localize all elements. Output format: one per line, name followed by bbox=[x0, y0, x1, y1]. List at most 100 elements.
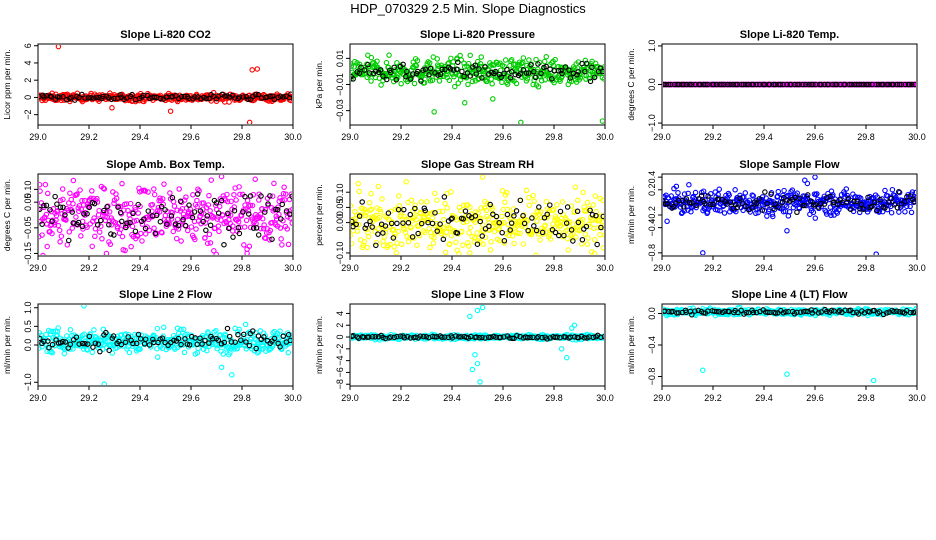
data-point-reference bbox=[261, 334, 267, 340]
data-point-reference bbox=[711, 308, 718, 314]
data-points bbox=[39, 175, 292, 255]
x-tick-label: 29.6 bbox=[806, 393, 824, 403]
data-point-reference bbox=[47, 207, 53, 213]
data-point bbox=[354, 228, 361, 234]
data-point bbox=[843, 186, 850, 192]
data-point-reference bbox=[561, 232, 567, 239]
data-point bbox=[277, 328, 283, 334]
data-point bbox=[523, 187, 530, 194]
data-point bbox=[422, 229, 428, 236]
x-tick-label: 29.2 bbox=[704, 393, 722, 403]
y-tick-label: −2 bbox=[23, 110, 33, 120]
data-point-reference bbox=[492, 68, 499, 75]
data-point-reference bbox=[449, 215, 455, 221]
data-point-reference bbox=[800, 81, 806, 88]
y-tick-label: 0.10 bbox=[335, 183, 345, 201]
data-point-reference bbox=[127, 219, 133, 226]
data-point-reference bbox=[66, 95, 73, 102]
x-tick-label: 29.6 bbox=[806, 263, 824, 273]
data-point bbox=[553, 215, 559, 222]
data-point-reference bbox=[90, 95, 97, 101]
data-point bbox=[78, 233, 84, 239]
data-point-reference bbox=[391, 334, 398, 341]
data-point bbox=[94, 195, 100, 202]
data-point-reference bbox=[823, 308, 830, 315]
data-point-reference bbox=[369, 224, 375, 230]
data-point-reference bbox=[578, 333, 585, 340]
data-point-reference bbox=[226, 225, 232, 232]
data-point bbox=[159, 196, 166, 202]
data-point-reference bbox=[49, 341, 56, 348]
data-point-reference bbox=[60, 93, 66, 100]
data-point-reference bbox=[528, 62, 534, 68]
data-point bbox=[39, 345, 42, 351]
data-point bbox=[395, 193, 402, 199]
x-tick-label: 29.2 bbox=[80, 263, 98, 273]
data-point bbox=[742, 190, 749, 196]
data-point-reference bbox=[858, 201, 865, 208]
data-point-reference bbox=[485, 334, 492, 340]
y-axis-label: ml/min per min. bbox=[626, 186, 636, 244]
data-point-reference bbox=[285, 331, 292, 338]
data-point-reference bbox=[240, 94, 246, 100]
data-point-reference bbox=[224, 93, 230, 99]
data-point-reference bbox=[412, 205, 418, 212]
data-point-reference bbox=[454, 66, 460, 73]
x-tick-label: 29.6 bbox=[806, 132, 824, 142]
data-point bbox=[478, 215, 484, 222]
data-point bbox=[874, 194, 881, 200]
data-point bbox=[154, 354, 161, 360]
data-point bbox=[714, 207, 721, 213]
data-point bbox=[200, 200, 207, 206]
data-point bbox=[459, 242, 466, 248]
data-point-outlier bbox=[784, 371, 790, 377]
data-point bbox=[487, 247, 494, 253]
data-point bbox=[224, 198, 231, 205]
data-point bbox=[395, 228, 401, 235]
data-point bbox=[231, 191, 237, 198]
data-point bbox=[508, 57, 515, 63]
data-point bbox=[856, 209, 863, 216]
data-point-reference bbox=[141, 216, 147, 222]
x-tick-label: 29.8 bbox=[233, 393, 251, 403]
data-point-reference bbox=[82, 95, 88, 101]
data-point bbox=[249, 202, 256, 209]
data-point bbox=[60, 196, 66, 203]
data-point bbox=[181, 349, 188, 356]
data-point bbox=[194, 197, 200, 204]
data-point-reference bbox=[202, 337, 208, 344]
data-point bbox=[387, 241, 393, 248]
data-point-reference bbox=[434, 333, 440, 340]
data-point-reference bbox=[797, 309, 804, 315]
data-point-reference bbox=[482, 226, 489, 232]
data-point bbox=[556, 229, 563, 236]
data-point-reference bbox=[835, 201, 841, 207]
data-point-reference bbox=[587, 78, 594, 85]
data-point-reference bbox=[488, 334, 494, 340]
data-point-reference bbox=[479, 233, 486, 239]
data-point bbox=[366, 215, 372, 221]
data-point bbox=[171, 203, 178, 209]
data-point bbox=[271, 180, 277, 187]
data-point bbox=[392, 206, 399, 213]
data-point-reference bbox=[405, 220, 412, 226]
data-point-reference bbox=[153, 212, 160, 219]
data-point bbox=[263, 348, 269, 354]
data-point-reference bbox=[567, 75, 574, 81]
data-point bbox=[528, 231, 535, 238]
data-point bbox=[525, 194, 532, 201]
data-point bbox=[132, 204, 138, 211]
data-point bbox=[413, 216, 419, 223]
data-point-reference bbox=[753, 309, 760, 316]
x-tick-label: 29.8 bbox=[545, 393, 563, 403]
data-point-reference bbox=[247, 193, 254, 199]
data-point bbox=[403, 179, 409, 185]
data-point-reference bbox=[564, 204, 571, 210]
data-point-reference bbox=[815, 204, 822, 210]
data-point-reference bbox=[830, 200, 836, 206]
data-point-reference bbox=[750, 309, 757, 316]
